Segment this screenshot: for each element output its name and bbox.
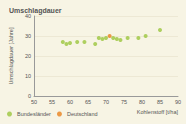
svg-text:Bundesländer: Bundesländer	[17, 111, 51, 117]
svg-text:10: 10	[25, 73, 31, 79]
svg-text:0: 0	[28, 93, 31, 99]
svg-text:30: 30	[25, 33, 31, 39]
svg-text:Kohlenstoff [t/ha]: Kohlenstoff [t/ha]	[137, 109, 179, 115]
svg-text:Umschlagdauer: Umschlagdauer	[9, 7, 62, 15]
svg-text:90: 90	[175, 99, 181, 105]
svg-text:50: 50	[31, 99, 37, 105]
svg-text:65: 65	[85, 99, 91, 105]
svg-text:70: 70	[103, 99, 109, 105]
svg-text:55: 55	[49, 99, 55, 105]
svg-text:20: 20	[25, 53, 31, 59]
svg-text:85: 85	[157, 99, 163, 105]
svg-text:40: 40	[24, 13, 31, 19]
svg-text:60: 60	[67, 99, 73, 105]
svg-text:Umschlagdauer [Jahre]: Umschlagdauer [Jahre]	[8, 27, 14, 84]
svg-text:Deutschland: Deutschland	[67, 111, 98, 117]
svg-text:75: 75	[121, 99, 127, 105]
svg-text:80: 80	[139, 99, 145, 105]
